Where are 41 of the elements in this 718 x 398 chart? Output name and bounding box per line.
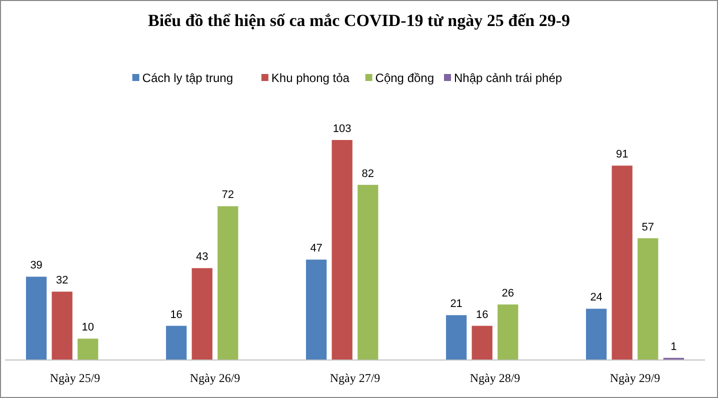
x-tick-label: Ngày 28/9 <box>470 371 520 385</box>
data-label: 32 <box>56 274 68 287</box>
bar <box>446 315 467 360</box>
data-label: 16 <box>170 308 182 321</box>
data-label: 21 <box>450 298 462 310</box>
bar <box>218 206 238 360</box>
data-label: 26 <box>502 287 514 300</box>
data-label: 82 <box>362 168 374 180</box>
data-label: 16 <box>476 308 488 321</box>
legend-label: Khu phong tỏa <box>271 71 350 85</box>
data-label: 43 <box>196 251 208 264</box>
data-label: 103 <box>332 123 352 135</box>
legend-label: Nhập cảnh trái phép <box>454 71 562 85</box>
legend-label: Cộng đồng <box>375 71 434 85</box>
bar <box>306 260 327 360</box>
chart-title: Biểu đồ thể hiện số ca mắc COVID-19 từ ngày 25 đến 29-9 <box>148 11 570 30</box>
data-label: 72 <box>222 189 234 202</box>
legend-label: Cách ly tập trung <box>142 71 234 85</box>
bar <box>472 326 492 360</box>
bar <box>166 326 187 360</box>
x-tick-label: Ngày 29/9 <box>610 371 660 385</box>
data-label: 47 <box>310 242 322 255</box>
bar <box>638 238 658 360</box>
bar <box>78 338 98 360</box>
bar <box>192 268 212 360</box>
bar <box>52 292 72 360</box>
bar <box>612 166 632 360</box>
bar <box>332 140 352 360</box>
x-tick-label: Ngày 26/9 <box>190 371 240 385</box>
data-label: 1 <box>670 340 677 353</box>
data-label: 57 <box>642 221 654 234</box>
bar <box>26 276 47 360</box>
x-tick-label: Ngày 27/9 <box>330 371 380 385</box>
x-tick-label: Ngày 25/9 <box>50 371 100 385</box>
data-label: 91 <box>616 148 628 161</box>
data-label: 10 <box>82 322 94 334</box>
data-label: 24 <box>590 292 602 304</box>
bar <box>586 308 607 360</box>
data-label: 39 <box>30 260 42 272</box>
bar <box>358 184 378 360</box>
bar <box>498 304 518 360</box>
